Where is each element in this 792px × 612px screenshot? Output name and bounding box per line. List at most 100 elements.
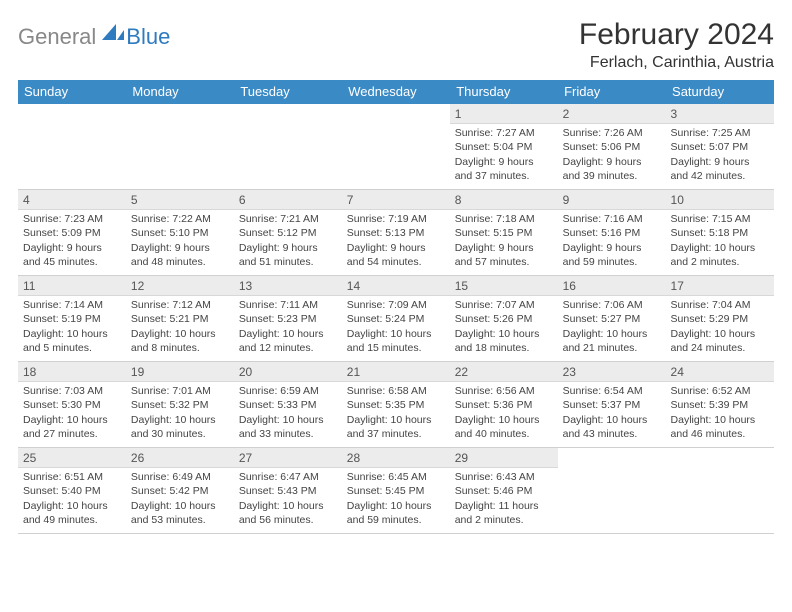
sunrise-text: Sunrise: 6:52 AM <box>671 384 769 398</box>
sunrise-text: Sunrise: 7:07 AM <box>455 298 553 312</box>
day-cell: 27Sunrise: 6:47 AMSunset: 5:43 PMDayligh… <box>234 448 342 534</box>
day-number: 26 <box>126 448 234 468</box>
daylight-text: Daylight: 10 hours and 30 minutes. <box>131 413 229 441</box>
empty-cell <box>18 104 126 190</box>
weekday-header: Tuesday <box>234 80 342 104</box>
sunset-text: Sunset: 5:13 PM <box>347 226 445 240</box>
weekday-header-row: SundayMondayTuesdayWednesdayThursdayFrid… <box>18 80 774 104</box>
daylight-text: Daylight: 10 hours and 8 minutes. <box>131 327 229 355</box>
day-number: 23 <box>558 362 666 382</box>
daylight-text: Daylight: 9 hours and 37 minutes. <box>455 155 553 183</box>
sunset-text: Sunset: 5:10 PM <box>131 226 229 240</box>
sunset-text: Sunset: 5:33 PM <box>239 398 337 412</box>
day-cell: 18Sunrise: 7:03 AMSunset: 5:30 PMDayligh… <box>18 362 126 448</box>
sunset-text: Sunset: 5:32 PM <box>131 398 229 412</box>
sunrise-text: Sunrise: 7:21 AM <box>239 212 337 226</box>
day-number: 25 <box>18 448 126 468</box>
sunrise-text: Sunrise: 6:59 AM <box>239 384 337 398</box>
sunrise-text: Sunrise: 7:16 AM <box>563 212 661 226</box>
header: General Blue February 2024 Ferlach, Cari… <box>18 18 774 72</box>
sunrise-text: Sunrise: 7:09 AM <box>347 298 445 312</box>
day-number: 13 <box>234 276 342 296</box>
daylight-text: Daylight: 9 hours and 45 minutes. <box>23 241 121 269</box>
weekday-header: Friday <box>558 80 666 104</box>
day-cell: 8Sunrise: 7:18 AMSunset: 5:15 PMDaylight… <box>450 190 558 276</box>
day-number: 21 <box>342 362 450 382</box>
weekday-header: Monday <box>126 80 234 104</box>
day-cell: 9Sunrise: 7:16 AMSunset: 5:16 PMDaylight… <box>558 190 666 276</box>
daylight-text: Daylight: 9 hours and 42 minutes. <box>671 155 769 183</box>
sunset-text: Sunset: 5:16 PM <box>563 226 661 240</box>
daylight-text: Daylight: 9 hours and 57 minutes. <box>455 241 553 269</box>
day-cell: 7Sunrise: 7:19 AMSunset: 5:13 PMDaylight… <box>342 190 450 276</box>
daylight-text: Daylight: 9 hours and 51 minutes. <box>239 241 337 269</box>
daylight-text: Daylight: 10 hours and 24 minutes. <box>671 327 769 355</box>
day-number: 1 <box>450 104 558 124</box>
sunrise-text: Sunrise: 7:12 AM <box>131 298 229 312</box>
sunset-text: Sunset: 5:21 PM <box>131 312 229 326</box>
sunset-text: Sunset: 5:35 PM <box>347 398 445 412</box>
sunrise-text: Sunrise: 7:06 AM <box>563 298 661 312</box>
weekday-header: Wednesday <box>342 80 450 104</box>
day-cell: 25Sunrise: 6:51 AMSunset: 5:40 PMDayligh… <box>18 448 126 534</box>
sunrise-text: Sunrise: 6:56 AM <box>455 384 553 398</box>
title-block: February 2024 Ferlach, Carinthia, Austri… <box>579 18 774 72</box>
daylight-text: Daylight: 10 hours and 18 minutes. <box>455 327 553 355</box>
day-number: 10 <box>666 190 774 210</box>
sunrise-text: Sunrise: 6:49 AM <box>131 470 229 484</box>
sunset-text: Sunset: 5:37 PM <box>563 398 661 412</box>
day-cell: 29Sunrise: 6:43 AMSunset: 5:46 PMDayligh… <box>450 448 558 534</box>
sunrise-text: Sunrise: 6:45 AM <box>347 470 445 484</box>
daylight-text: Daylight: 10 hours and 46 minutes. <box>671 413 769 441</box>
day-number: 2 <box>558 104 666 124</box>
calendar-table: SundayMondayTuesdayWednesdayThursdayFrid… <box>18 80 774 534</box>
day-cell: 4 Sunrise: 7:23 AMSunset: 5:09 PMDaylight… <box>18 190 126 276</box>
sunset-text: Sunset: 5:12 PM <box>239 226 337 240</box>
daylight-text: Daylight: 10 hours and 12 minutes. <box>239 327 337 355</box>
day-number: 18 <box>18 362 126 382</box>
day-number: 4 <box>18 190 126 210</box>
sunrise-text: Sunrise: 7:23 AM <box>23 212 121 226</box>
sunset-text: Sunset: 5:07 PM <box>671 140 769 154</box>
day-cell: 20 Sunrise: 6:59 AMSunset: 5:33 PMDayligh… <box>234 362 342 448</box>
sunrise-text: Sunrise: 6:47 AM <box>239 470 337 484</box>
daylight-text: Daylight: 11 hours and 2 minutes. <box>455 499 553 527</box>
sunrise-text: Sunrise: 7:01 AM <box>131 384 229 398</box>
day-number: 22 <box>450 362 558 382</box>
sunset-text: Sunset: 5:09 PM <box>23 226 121 240</box>
calendar-row: 18Sunrise: 7:03 AMSunset: 5:30 PMDayligh… <box>18 362 774 448</box>
sunset-text: Sunset: 5:26 PM <box>455 312 553 326</box>
sunset-text: Sunset: 5:18 PM <box>671 226 769 240</box>
daylight-text: Daylight: 10 hours and 2 minutes. <box>671 241 769 269</box>
daylight-text: Daylight: 10 hours and 21 minutes. <box>563 327 661 355</box>
daylight-text: Daylight: 10 hours and 49 minutes. <box>23 499 121 527</box>
day-cell: 13Sunrise: 7:11 AMSunset: 5:23 PMDayligh… <box>234 276 342 362</box>
day-cell: 24Sunrise: 6:52 AMSunset: 5:39 PMDayligh… <box>666 362 774 448</box>
daylight-text: Daylight: 9 hours and 39 minutes. <box>563 155 661 183</box>
empty-cell <box>342 104 450 190</box>
day-cell: 10Sunrise: 7:15 AMSunset: 5:18 PMDayligh… <box>666 190 774 276</box>
sunrise-text: Sunrise: 6:58 AM <box>347 384 445 398</box>
calendar-body: 1Sunrise: 7:27 AMSunset: 5:04 PMDaylight… <box>18 104 774 534</box>
sunrise-text: Sunrise: 7:14 AM <box>23 298 121 312</box>
day-number: 20 <box>234 362 342 382</box>
sunset-text: Sunset: 5:46 PM <box>455 484 553 498</box>
day-cell: 16Sunrise: 7:06 AMSunset: 5:27 PMDayligh… <box>558 276 666 362</box>
weekday-header: Sunday <box>18 80 126 104</box>
sunset-text: Sunset: 5:24 PM <box>347 312 445 326</box>
sunset-text: Sunset: 5:04 PM <box>455 140 553 154</box>
calendar-row: 25Sunrise: 6:51 AMSunset: 5:40 PMDayligh… <box>18 448 774 534</box>
day-cell: 22Sunrise: 6:56 AMSunset: 5:36 PMDayligh… <box>450 362 558 448</box>
sunrise-text: Sunrise: 7:04 AM <box>671 298 769 312</box>
day-number: 11 <box>18 276 126 296</box>
daylight-text: Daylight: 10 hours and 5 minutes. <box>23 327 121 355</box>
daylight-text: Daylight: 10 hours and 43 minutes. <box>563 413 661 441</box>
calendar-row: 4Sunrise: 7:23 AMSunset: 5:09 PMDaylight… <box>18 190 774 276</box>
daylight-text: Daylight: 10 hours and 33 minutes. <box>239 413 337 441</box>
day-number: 7 <box>342 190 450 210</box>
sunrise-text: Sunrise: 7:22 AM <box>131 212 229 226</box>
day-cell: 23Sunrise: 6:54 AMSunset: 5:37 PMDayligh… <box>558 362 666 448</box>
day-number: 6 <box>234 190 342 210</box>
daylight-text: Daylight: 9 hours and 54 minutes. <box>347 241 445 269</box>
sunrise-text: Sunrise: 7:25 AM <box>671 126 769 140</box>
